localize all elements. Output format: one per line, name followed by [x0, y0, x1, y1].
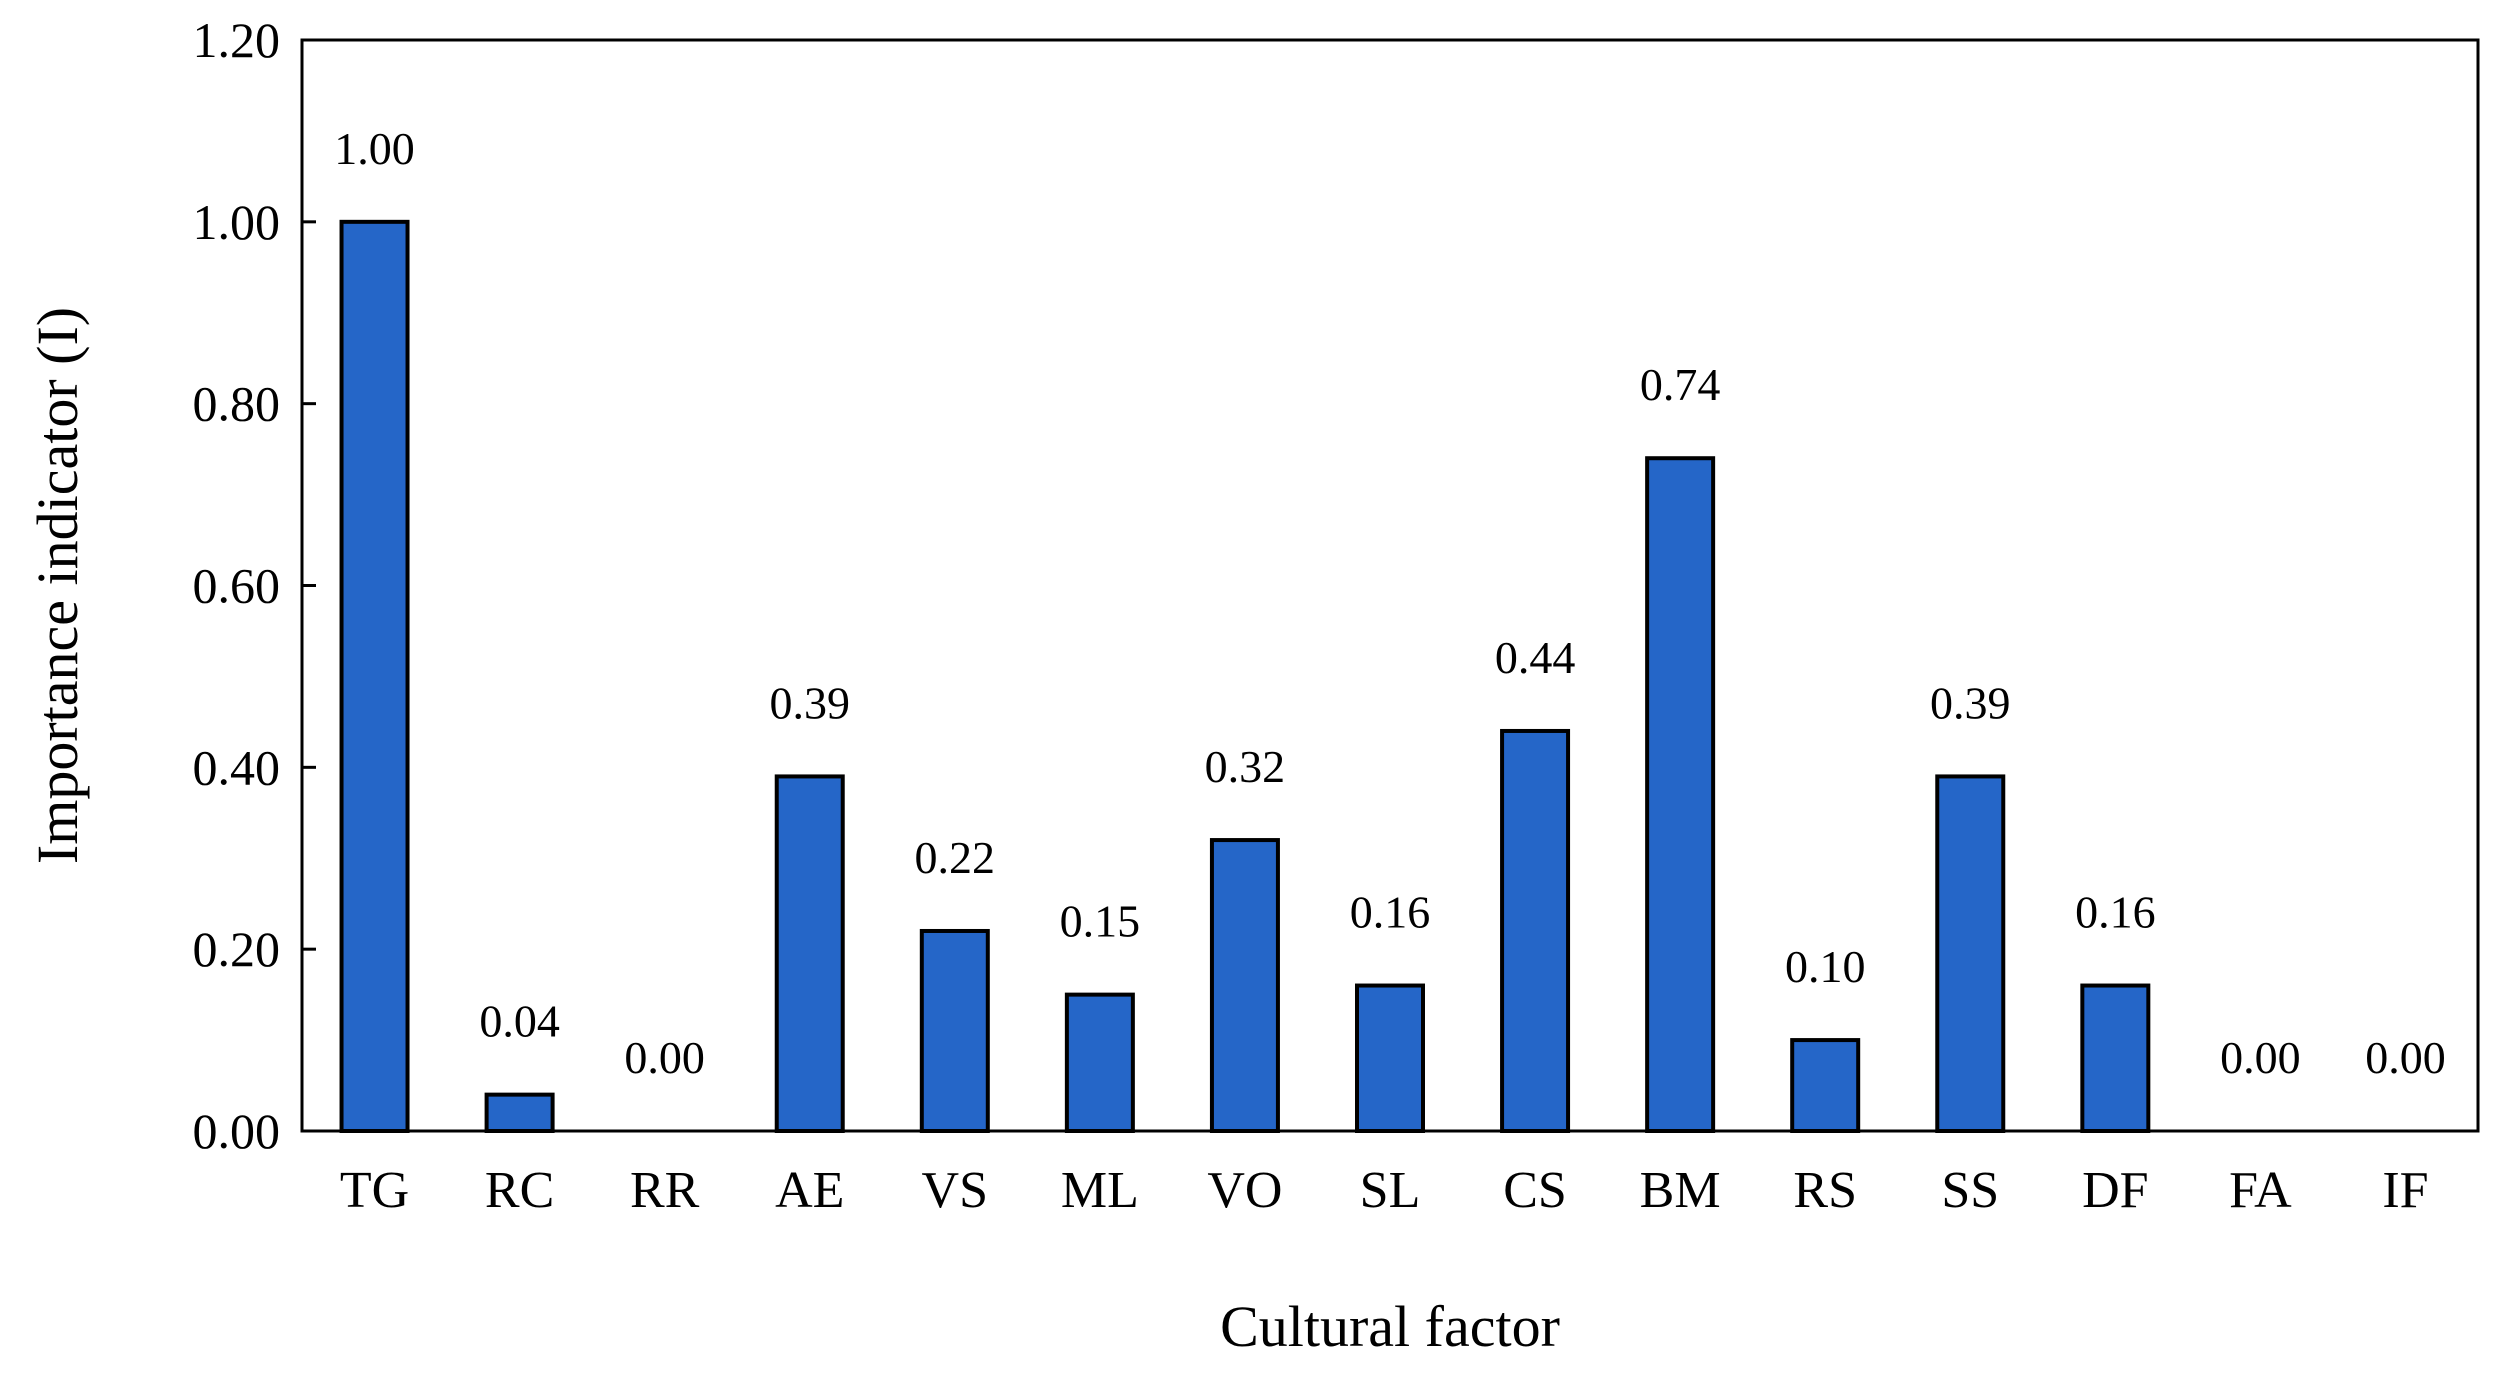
y-axis-title: Importance indicator (I)	[25, 307, 90, 864]
bar-sl	[1355, 983, 1425, 1133]
y-tick-label: 0.00	[193, 1103, 281, 1159]
data-label-rs: 0.10	[1785, 941, 1866, 992]
x-tick-label-rs: RS	[1793, 1162, 1857, 1219]
y-axis-ticks: 0.00 0.20 0.40 0.60 0.80 1.00 1.20	[193, 12, 316, 1159]
x-tick-label-rc: RC	[485, 1162, 554, 1219]
y-tick-label: 1.00	[193, 194, 281, 250]
plot-frame	[300, 38, 2480, 1133]
data-label-ae: 0.39	[769, 677, 850, 728]
data-label-vo: 0.32	[1205, 741, 1286, 792]
bar-ae	[774, 774, 845, 1133]
data-labels: 1.00 0.04 0.00 0.39 0.22 0.15 0.32 0.16 0.44 0.74…	[334, 123, 2445, 1083]
bar-ml	[1064, 992, 1135, 1133]
x-tick-label-if: IF	[2382, 1162, 2428, 1219]
y-tick-label: 0.40	[193, 739, 281, 795]
data-label-sl: 0.16	[1350, 887, 1431, 938]
x-tick-label-ae: AE	[775, 1162, 844, 1219]
data-label-fa: 0.00	[2220, 1032, 2301, 1083]
x-tick-label-vo: VO	[1207, 1162, 1282, 1219]
bar-vs	[919, 928, 990, 1133]
y-tick-label: 0.60	[193, 558, 281, 614]
data-label-df: 0.16	[2075, 887, 2156, 938]
x-tick-label-ss: SS	[1941, 1162, 1999, 1219]
data-label-if: 0.00	[2365, 1032, 2446, 1083]
x-tick-label-bm: BM	[1640, 1162, 1721, 1219]
x-tick-label-fa: FA	[2229, 1162, 2292, 1219]
data-label-ss: 0.39	[1930, 677, 2011, 728]
data-label-cs: 0.44	[1495, 632, 1576, 683]
x-axis-title: Cultural factor	[1220, 1294, 1560, 1359]
x-tick-label-ml: ML	[1061, 1162, 1139, 1219]
x-tick-label-df: DF	[2082, 1162, 2148, 1219]
x-tick-label-tg: TG	[340, 1162, 409, 1219]
bar-ss	[1935, 774, 2006, 1133]
y-tick-label: 1.20	[193, 12, 281, 68]
x-tick-label-vs: VS	[922, 1162, 988, 1219]
x-tick-label-cs: CS	[1503, 1162, 1567, 1219]
bar-bm	[1645, 456, 1716, 1133]
bar-cs	[1500, 728, 1571, 1133]
data-label-tg: 1.00	[334, 123, 415, 174]
y-tick-label: 0.80	[193, 376, 281, 432]
bar-rs	[1790, 1038, 1861, 1134]
bar-df	[2080, 983, 2151, 1133]
bar-vo	[1209, 838, 1280, 1133]
x-tick-label-sl: SL	[1360, 1162, 1421, 1219]
data-label-ml: 0.15	[1060, 896, 1141, 947]
x-tick-label-rr: RR	[630, 1162, 700, 1219]
plot-border	[300, 38, 2480, 1133]
data-label-vs: 0.22	[915, 832, 996, 883]
data-label-bm: 0.74	[1640, 359, 1721, 410]
bars	[339, 219, 2151, 1134]
bar-rc	[484, 1092, 555, 1133]
data-label-rc: 0.04	[479, 996, 560, 1047]
x-axis-tick-labels: TG RC RR AE VS ML VO SL CS BM RS SS DF FA IF	[340, 1162, 2429, 1219]
y-tick-label: 0.20	[193, 921, 281, 977]
data-label-rr: 0.00	[624, 1032, 705, 1083]
bar-tg	[339, 219, 410, 1134]
